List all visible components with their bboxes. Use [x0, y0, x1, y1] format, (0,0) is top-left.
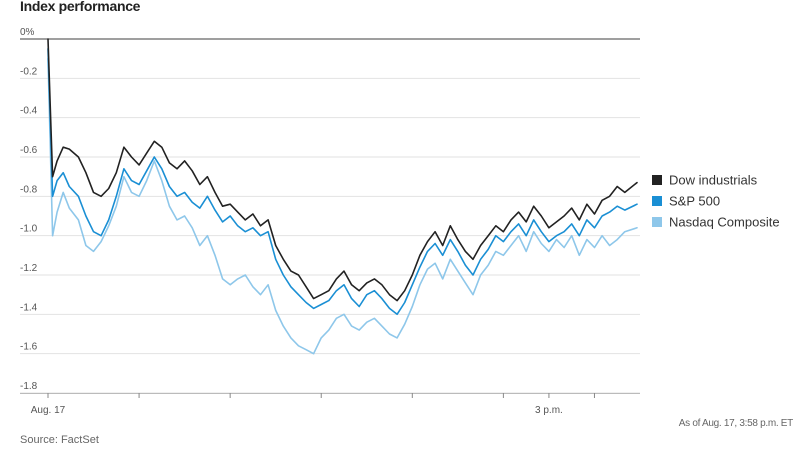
y-tick-label: -1.2: [20, 263, 38, 274]
source-note: Source: FactSet: [20, 434, 99, 446]
y-tick-label: -1.4: [20, 302, 38, 313]
y-tick-label: -1.6: [20, 342, 38, 353]
legend-label-dow-industrials: Dow industrials: [669, 173, 758, 188]
y-tick-label: -1.8: [20, 381, 38, 392]
x-tick-label: Aug. 17: [31, 405, 66, 416]
chart-title: Index performance: [20, 0, 141, 14]
series-line-nasdaq-composite: [47, 57, 638, 355]
legend-label-nasdaq-composite: Nasdaq Composite: [669, 215, 780, 230]
x-tick-label: 3 p.m.: [535, 405, 563, 416]
legend-swatch-nasdaq-composite: [652, 217, 662, 227]
series-line-dow-industrials: [47, 38, 638, 302]
y-tick-label: -1.0: [20, 224, 38, 235]
y-tick-label: -0.6: [20, 145, 38, 156]
y-tick-label: 0%: [20, 27, 35, 38]
y-tick-label: -0.4: [20, 106, 38, 117]
y-tick-label: -0.2: [20, 66, 38, 77]
as-of-timestamp: As of Aug. 17, 3:58 p.m. ET: [678, 418, 794, 429]
legend-label-s-p-500: S&P 500: [669, 194, 720, 209]
y-tick-label: -0.8: [20, 184, 38, 195]
series-line-s-p-500: [47, 48, 638, 316]
legend-swatch-s-p-500: [652, 196, 662, 206]
legend-swatch-dow-industrials: [652, 175, 662, 185]
